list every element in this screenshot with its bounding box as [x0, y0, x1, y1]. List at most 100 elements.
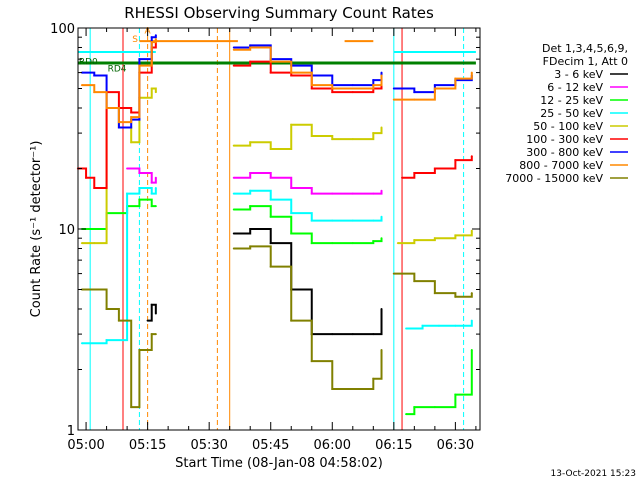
- data-point: [117, 319, 120, 322]
- data-point: [138, 171, 141, 174]
- data-point: [454, 324, 457, 327]
- data-point: [154, 38, 157, 41]
- data-point: [454, 393, 457, 396]
- x-axis-label: Start Time (08-Jan-08 04:58:02): [175, 456, 383, 471]
- data-point: [470, 155, 473, 158]
- data-point: [150, 87, 153, 90]
- data-point: [290, 71, 293, 74]
- data-point: [454, 295, 457, 298]
- data-point: [126, 192, 129, 195]
- data-point: [269, 176, 272, 179]
- data-point: [232, 192, 235, 195]
- data-point: [413, 98, 416, 101]
- data-point: [249, 46, 252, 49]
- data-point: [454, 77, 457, 80]
- data-point: [310, 84, 313, 87]
- legend-header: FDecim 1, Att 0: [543, 55, 628, 68]
- data-point: [433, 84, 436, 87]
- series-line-6-12kev: [127, 167, 157, 184]
- data-point: [413, 171, 416, 174]
- x-tick-label: 05:00: [67, 438, 104, 453]
- data-point: [150, 303, 153, 306]
- data-point: [290, 123, 293, 126]
- series-line-800-7000kev: [393, 72, 473, 101]
- data-point: [421, 324, 424, 327]
- data-point: [249, 205, 252, 208]
- data-point: [372, 240, 375, 243]
- data-point: [331, 242, 334, 245]
- data-point: [380, 237, 383, 240]
- data-point: [269, 148, 272, 151]
- data-point: [290, 319, 293, 322]
- legend-label: 7000 - 15000 keV: [505, 172, 603, 185]
- data-point: [105, 106, 108, 109]
- data-point: [372, 192, 375, 195]
- series-line-12-25kev: [406, 350, 473, 416]
- series-line-800-7000kev: [233, 46, 383, 90]
- data-point: [154, 91, 157, 94]
- data-point: [401, 176, 404, 179]
- data-point: [405, 413, 408, 416]
- data-point: [310, 219, 313, 222]
- data-point: [290, 212, 293, 215]
- data-point: [232, 247, 235, 250]
- data-point: [380, 126, 383, 129]
- data-point: [150, 41, 153, 44]
- data-point: [351, 333, 354, 336]
- data-point: [89, 228, 92, 230]
- data-point: [138, 198, 141, 201]
- data-point: [89, 342, 92, 345]
- data-point: [232, 64, 235, 67]
- data-point: [331, 91, 334, 94]
- data-point: [269, 215, 272, 218]
- data-point: [154, 205, 157, 208]
- data-point: [249, 141, 252, 144]
- data-point: [130, 111, 133, 114]
- data-point: [433, 292, 436, 295]
- data-point: [117, 126, 120, 129]
- series-line-800-7000kev: [81, 39, 157, 124]
- data-point: [413, 280, 416, 283]
- legend-label: 3 - 6 keV: [554, 68, 603, 81]
- series-line-7000-15000kev: [233, 245, 383, 390]
- data-point: [154, 34, 157, 37]
- legend-label: 100 - 300 keV: [526, 133, 603, 146]
- data-point: [249, 171, 252, 174]
- data-point: [396, 242, 399, 245]
- data-point: [392, 272, 395, 275]
- data-point: [331, 333, 334, 336]
- annotation-label: S: [132, 35, 138, 45]
- x-tick-label: 06:00: [314, 438, 351, 453]
- data-point: [380, 215, 383, 218]
- data-point: [351, 138, 354, 141]
- data-point: [150, 192, 153, 195]
- y-tick-label: 100: [50, 22, 75, 37]
- x-tick-label: 06:15: [375, 438, 412, 453]
- data-point: [331, 138, 334, 141]
- data-point: [470, 71, 473, 74]
- data-point: [372, 377, 375, 380]
- data-point: [232, 46, 235, 49]
- series-line-50-100kev: [233, 123, 383, 151]
- data-point: [249, 245, 252, 248]
- data-point: [105, 339, 108, 342]
- data-point: [392, 98, 395, 101]
- data-point: [232, 48, 235, 51]
- data-point: [331, 192, 334, 195]
- data-point: [351, 219, 354, 222]
- data-point: [154, 176, 157, 179]
- data-point: [437, 324, 440, 327]
- data-point: [470, 292, 473, 295]
- data-point: [150, 36, 153, 39]
- data-point: [351, 242, 354, 245]
- data-point: [93, 91, 96, 94]
- data-point: [154, 312, 157, 315]
- data-point: [470, 349, 473, 352]
- data-point: [232, 176, 235, 179]
- series-line-50-100kev: [81, 87, 157, 245]
- legend-header: Det 1,3,4,5,6,9,: [542, 42, 628, 55]
- data-point: [351, 84, 354, 87]
- data-point: [433, 87, 436, 90]
- data-point: [310, 192, 313, 195]
